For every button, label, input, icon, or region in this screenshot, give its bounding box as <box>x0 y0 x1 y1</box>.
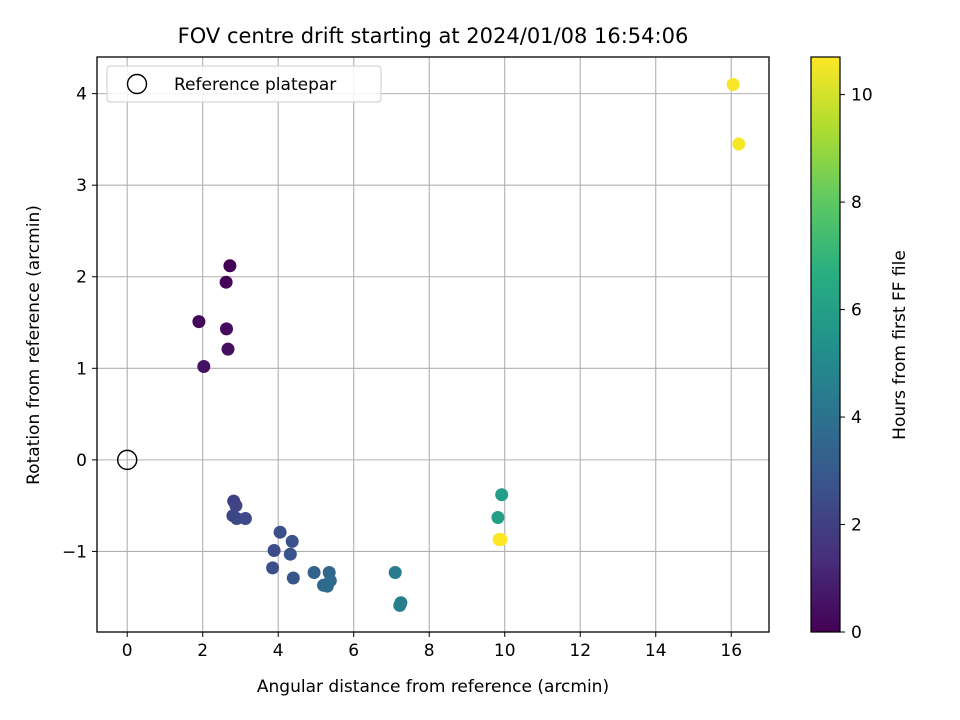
colorbar-tick-label: 6 <box>851 301 862 321</box>
grid-lines <box>97 57 769 632</box>
y-tick-label: 2 <box>76 268 87 288</box>
chart-title: FOV centre drift starting at 2024/01/08 … <box>178 24 689 48</box>
data-point <box>238 512 252 525</box>
data-point <box>494 533 508 546</box>
x-axis-ticks: 0 2 4 6 8 10 12 14 16 <box>122 632 742 661</box>
data-point <box>388 566 402 579</box>
legend-entry-reference: Reference platepar <box>174 75 336 95</box>
plot-area-frame <box>96 56 770 633</box>
data-points <box>192 78 746 612</box>
colorbar <box>810 56 841 633</box>
data-point <box>267 544 281 557</box>
data-point <box>223 259 237 273</box>
colorbar-tick-label: 2 <box>851 516 862 536</box>
data-point <box>219 275 233 289</box>
x-tick-label: 0 <box>122 641 133 661</box>
data-point <box>283 547 297 561</box>
data-point <box>221 342 235 356</box>
data-point <box>286 571 300 585</box>
x-tick-label: 2 <box>197 641 208 661</box>
data-point <box>273 525 287 539</box>
x-tick-label: 10 <box>494 641 516 661</box>
colorbar-tick-label: 8 <box>851 193 862 213</box>
x-tick-label: 16 <box>720 641 742 661</box>
x-tick-label: 4 <box>273 641 284 661</box>
x-tick-label: 8 <box>424 641 435 661</box>
x-tick-label: 12 <box>569 641 591 661</box>
y-tick-label: 0 <box>76 451 87 471</box>
data-point <box>192 315 206 329</box>
y-axis-label: Rotation from reference (arcmin) <box>24 205 44 485</box>
legend-box <box>106 65 382 103</box>
y-tick-label: 1 <box>76 359 87 379</box>
y-axis-ticks: −1 0 1 2 3 4 <box>62 85 97 562</box>
data-point <box>266 561 280 575</box>
x-axis-label: Angular distance from reference (arcmin) <box>257 677 609 697</box>
data-point <box>732 137 746 151</box>
data-point <box>495 488 509 502</box>
data-point <box>393 598 407 612</box>
colorbar-label: Hours from first FF file <box>890 250 910 440</box>
data-point <box>220 322 233 336</box>
colorbar-tick-label: 4 <box>851 408 862 428</box>
data-point <box>229 499 243 513</box>
x-tick-label: 14 <box>645 641 667 661</box>
data-point <box>320 579 334 593</box>
colorbar-tick-label: 10 <box>851 86 873 106</box>
reference-platepar-marker <box>117 449 138 471</box>
data-point <box>491 511 505 524</box>
x-tick-label: 6 <box>348 641 359 661</box>
data-point <box>307 566 321 579</box>
legend: Reference platepar <box>106 65 382 103</box>
y-tick-label: 3 <box>76 176 87 196</box>
reference-marker-layer <box>117 449 138 471</box>
data-point <box>726 78 740 91</box>
y-tick-label: −1 <box>62 542 87 562</box>
data-point <box>285 534 299 548</box>
data-point <box>197 360 211 373</box>
colorbar-ticks: 0 2 4 6 8 10 <box>840 86 873 643</box>
colorbar-tick-label: 0 <box>851 623 862 643</box>
y-tick-label: 4 <box>76 85 87 105</box>
legend-reference-marker <box>126 73 148 95</box>
